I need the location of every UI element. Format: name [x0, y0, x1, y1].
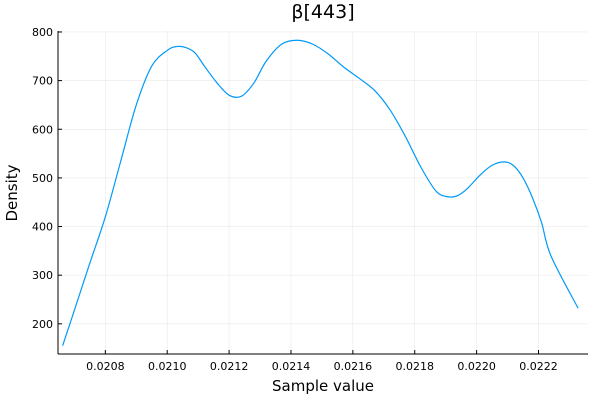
grid: [58, 31, 588, 354]
y-tick-label: 300: [32, 269, 53, 282]
density-line: [62, 39, 579, 346]
ticks: 0.0208 0.0210 0.0212 0.0214 0.0216 0.0218 0.02…: [32, 26, 558, 373]
y-axis-label: Density: [3, 164, 21, 221]
series-layer: [62, 39, 579, 346]
y-tick-label: 800: [32, 26, 53, 39]
x-tick-label: 0.0216: [334, 360, 373, 373]
y-tick-label: 500: [32, 172, 53, 185]
x-tick-label: 0.0208: [86, 360, 125, 373]
x-tick-label: 0.0218: [395, 360, 434, 373]
y-tick-label: 400: [32, 221, 53, 234]
x-axis-label: Sample value: [272, 377, 374, 395]
x-tick-label: 0.0214: [272, 360, 311, 373]
axes: [57, 31, 588, 355]
x-tick-label: 0.0222: [519, 360, 558, 373]
x-tick-label: 0.0210: [148, 360, 187, 373]
chart-title: β[443]: [291, 1, 354, 23]
y-tick-label: 700: [32, 75, 53, 88]
x-tick-label: 0.0212: [210, 360, 249, 373]
y-tick-label: 600: [32, 123, 53, 136]
x-tick-label: 0.0220: [457, 360, 496, 373]
y-tick-label: 200: [32, 318, 53, 331]
